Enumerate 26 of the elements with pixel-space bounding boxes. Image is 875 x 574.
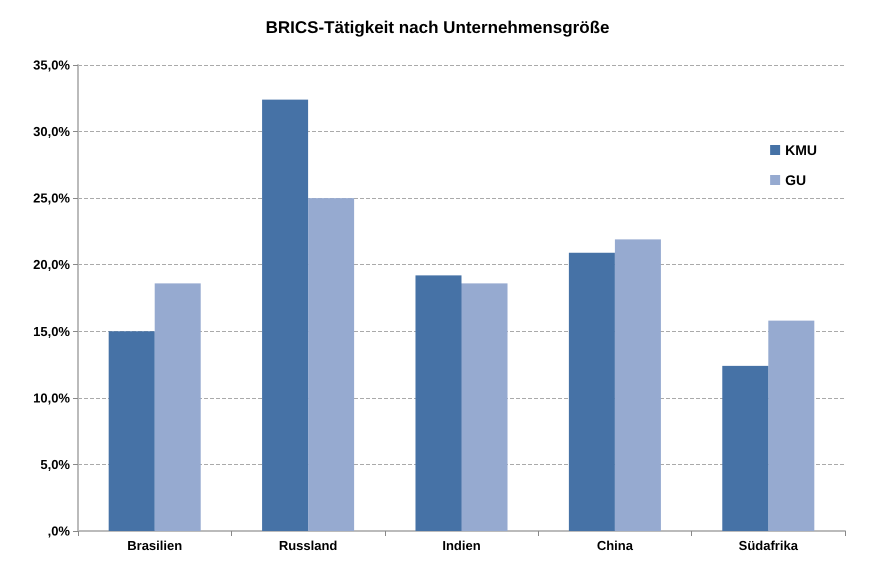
bar	[722, 366, 768, 531]
bar	[308, 198, 354, 531]
y-tick-label: 20,0%	[33, 257, 70, 272]
legend-label: KMU	[785, 142, 818, 158]
bar	[262, 100, 308, 531]
x-tick-label: Russland	[278, 538, 338, 553]
y-tick-label: 30,0%	[33, 124, 70, 140]
bar	[462, 283, 508, 531]
chart-title: BRICS-Tätigkeit nach Unternehmensgröße	[266, 18, 610, 37]
y-tick-label: 35,0%	[33, 58, 70, 72]
y-tick-label: 5,0%	[40, 456, 70, 472]
y-tick-label: ,0%	[48, 524, 70, 538]
y-tick-label: 25,0%	[33, 190, 70, 206]
bar	[614, 239, 661, 531]
bar	[568, 252, 615, 531]
bar	[768, 320, 814, 531]
y-tick-label: 15,0%	[33, 324, 70, 339]
y-tick-label: 10,0%	[33, 390, 70, 406]
bar	[154, 283, 201, 531]
legend-label: GU	[785, 172, 806, 188]
x-tick-label: Indien	[442, 538, 481, 553]
bar	[415, 275, 462, 531]
x-tick-label: Brasilien	[127, 538, 182, 553]
bar	[108, 331, 155, 531]
x-tick-label: Südafrika	[738, 538, 799, 553]
x-tick-label: China	[596, 538, 634, 553]
